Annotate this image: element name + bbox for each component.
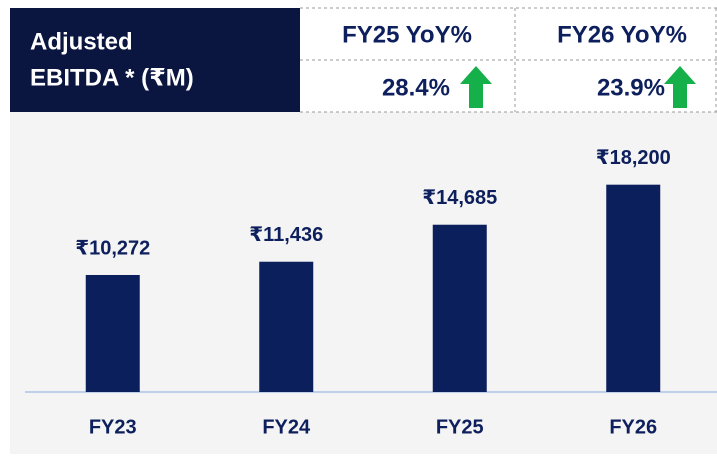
up-arrow xyxy=(460,66,492,108)
column-value: 23.9% xyxy=(597,74,665,101)
bar xyxy=(259,261,314,392)
bar xyxy=(432,224,487,392)
value-label: ₹14,685 xyxy=(422,187,497,209)
value-label: ₹11,436 xyxy=(249,224,323,246)
column-value: 28.4% xyxy=(382,74,450,101)
column-label: FY26 YoY% xyxy=(557,21,687,48)
header-grid xyxy=(300,7,717,113)
x-tick-label: FY24 xyxy=(262,416,311,438)
column-label: FY25 YoY% xyxy=(342,21,472,48)
x-tick-label: FY26 xyxy=(609,416,657,438)
bar xyxy=(606,184,661,392)
value-label: ₹10,272 xyxy=(75,237,150,259)
x-tick-label: FY23 xyxy=(89,416,137,438)
x-tick-label: FY25 xyxy=(436,416,484,438)
bar xyxy=(85,274,140,392)
title-line: EBITDA * (₹M) xyxy=(30,64,194,91)
up-arrow xyxy=(664,66,696,108)
title-box xyxy=(10,8,300,112)
title-line: Adjusted xyxy=(30,28,133,55)
value-label: ₹18,200 xyxy=(596,147,671,169)
